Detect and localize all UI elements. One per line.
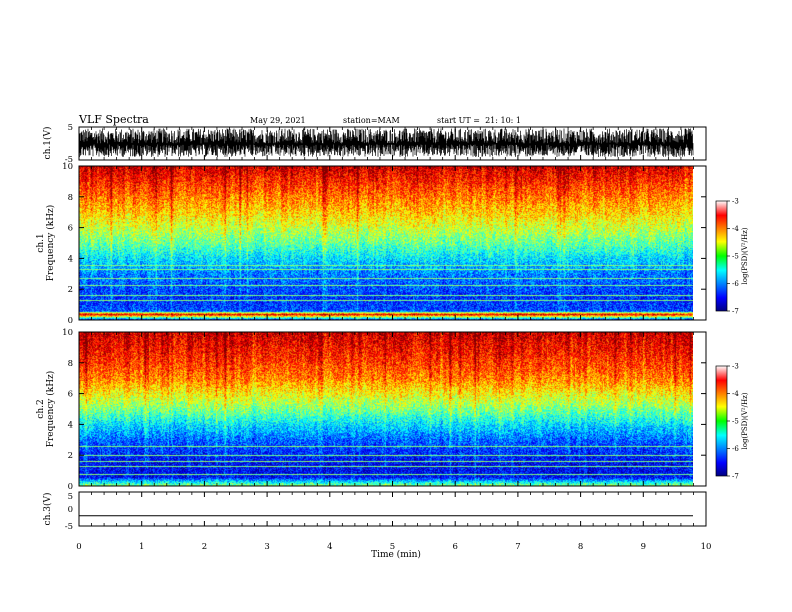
colorbar-tick-label: -4 (732, 225, 739, 233)
colorbar-tick-label: -6 (732, 280, 739, 288)
start-ut-label: start UT = 21: 10: 1 (437, 116, 521, 125)
time-tick-label: 2 (202, 542, 207, 552)
colorbar-tick-label: -5 (732, 253, 739, 261)
time-tick-label: 7 (515, 542, 520, 552)
ch2-colorbar-label: log(PSD)(V²/Hz) (741, 392, 749, 449)
ch1-colorbar (715, 200, 728, 312)
ch1-colorbar-label: log(PSD)(V²/Hz) (741, 227, 749, 284)
colorbar-tick-label: -7 (732, 473, 739, 481)
time-tick-label: 4 (327, 542, 332, 552)
time-axis-ticks (78, 127, 707, 526)
ch2-spectrogram-ylabel-channel: ch.2 (36, 399, 46, 418)
ch1-colorbar-ticks: -3 -4 -5 -6 -7 (727, 198, 739, 316)
colorbar-tick-label: -3 (732, 198, 739, 206)
colorbar-tick-label: -3 (732, 363, 739, 371)
time-tick-label: 9 (641, 542, 646, 552)
colorbar-tick-label: -4 (732, 390, 739, 398)
ch3-ytick-bottom: -5 (65, 522, 73, 532)
ch2-colorbar (715, 365, 728, 477)
frequency-tick-label: 4 (68, 254, 73, 264)
ch1-waveform-noise (78, 128, 694, 157)
ch1-waveform-ylabel: ch.1(V) (42, 127, 53, 160)
time-tick-label: 3 (264, 542, 269, 552)
time-tick-label: 10 (701, 542, 712, 552)
ch2-colorbar-ticks: -3 -4 -5 -6 -7 (727, 363, 739, 481)
frequency-tick-label: 0 (68, 482, 73, 492)
ch3-ytick-mid: 0 (68, 505, 73, 515)
frequency-tick-label: 10 (62, 162, 73, 172)
colorbar-tick-label: -5 (732, 418, 739, 426)
frequency-tick-label: 10 (62, 328, 73, 338)
frequency-tick-label: 6 (68, 224, 73, 234)
ch1-spectrogram-ylabel-freq: Frequency (kHz) (45, 205, 56, 282)
frequency-tick-label: 2 (68, 451, 73, 461)
frequency-tick-label: 8 (68, 359, 73, 369)
time-tick-label: 8 (578, 542, 583, 552)
frequency-tick-label: 2 (68, 285, 73, 295)
time-tick-label: 0 (76, 542, 81, 552)
ch1-ytick-bottom: -5 (65, 155, 73, 165)
time-tick-label: 5 (390, 542, 395, 552)
ch2-spectrogram-image (79, 332, 693, 486)
time-axis-tick-labels: 0 1 2 3 4 5 6 7 8 9 10 (76, 542, 711, 552)
frequency-tick-label: 4 (68, 420, 73, 430)
station-label: station=MAM (343, 116, 400, 125)
time-tick-label: 6 (452, 542, 457, 552)
ch1-spectrogram-yticks: 0 2 4 6 8 10 (62, 162, 706, 326)
time-axis-label: Time (min) (371, 549, 421, 560)
ch1-spectrogram-image (79, 166, 693, 320)
frequency-tick-label: 0 (68, 316, 73, 326)
ch2-spectrogram-yticks: 0 2 4 6 8 10 (62, 328, 706, 492)
ch1-ytick-top: 5 (68, 123, 73, 133)
frequency-tick-label: 6 (68, 390, 73, 400)
frequency-tick-label: 8 (68, 193, 73, 203)
ch3-waveform-frame (78, 491, 707, 527)
colorbar-tick-label: -7 (732, 308, 739, 316)
ch1-waveform-trace (78, 128, 694, 157)
time-tick-label: 1 (139, 542, 144, 552)
ch3-waveform-ylabel: ch.3(V) (42, 493, 53, 526)
date-label: May 29, 2021 (250, 116, 306, 125)
ch1-spectrogram-ylabel-channel: ch.1 (36, 233, 46, 252)
colorbar-tick-label: -6 (732, 445, 739, 453)
figure-title: VLF Spectra (78, 113, 149, 126)
ch3-ytick-top: 5 (68, 492, 73, 502)
ch2-spectrogram-ylabel-freq: Frequency (kHz) (45, 371, 56, 448)
